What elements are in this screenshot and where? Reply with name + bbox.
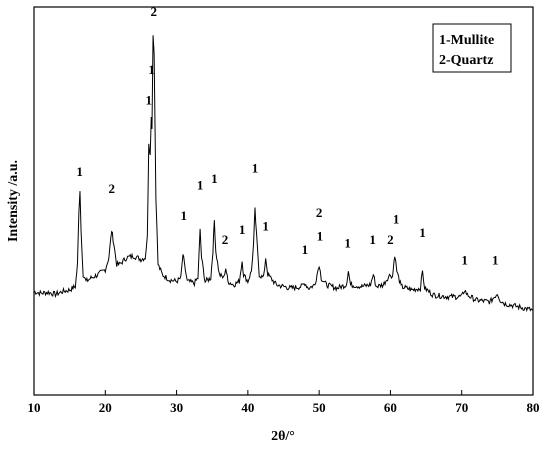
x-tick-label-20: 20 [99, 400, 112, 415]
plot-frame [33, 6, 534, 396]
peak-label: 1 [197, 178, 204, 193]
x-axis-ticks: 10 20 30 40 50 60 70 80 [28, 390, 540, 415]
peak-label: 2 [222, 232, 229, 247]
peak-label: 1 [146, 93, 153, 108]
peak-label: 1 [211, 171, 218, 186]
peak-label: 1 [148, 62, 155, 77]
legend-box [432, 23, 512, 73]
x-axis-title: 2θ/° [271, 429, 295, 444]
peak-label: 1 [419, 225, 426, 240]
peak-label: 1 [252, 161, 259, 176]
y-axis-title: Intensity /a.u. [6, 160, 21, 242]
peak-label: 1 [393, 212, 400, 227]
peak-label: 1 [492, 252, 499, 267]
legend: 1-Mullite 2-Quartz [432, 23, 512, 73]
x-tick-label-50: 50 [313, 400, 326, 415]
peak-label: 1 [302, 242, 309, 257]
peak-label: 1 [180, 208, 187, 223]
peak-label: 1 [317, 229, 324, 244]
peak-label: 1 [262, 218, 269, 233]
peak-label: 1 [344, 235, 351, 250]
x-tick-label-30: 30 [170, 400, 183, 415]
series-line [33, 35, 534, 313]
legend-entry-mullite: 1-Mullite [439, 33, 494, 48]
peak-label: 2 [108, 181, 115, 196]
peak-label: 1 [239, 222, 246, 237]
peak-label: 2 [316, 205, 323, 220]
peak-label: 2 [151, 4, 158, 19]
peak-label: 2 [387, 232, 394, 247]
peak-label: 1 [369, 232, 376, 247]
x-tick-label-80: 80 [527, 400, 540, 415]
peak-label: 1 [76, 164, 83, 179]
x-tick-label-40: 40 [241, 400, 254, 415]
peak-label: 1 [461, 252, 468, 267]
x-tick-label-70: 70 [455, 400, 468, 415]
x-tick-label-10: 10 [28, 400, 41, 415]
legend-entry-quartz: 2-Quartz [439, 53, 493, 68]
x-tick-label-60: 60 [384, 400, 397, 415]
